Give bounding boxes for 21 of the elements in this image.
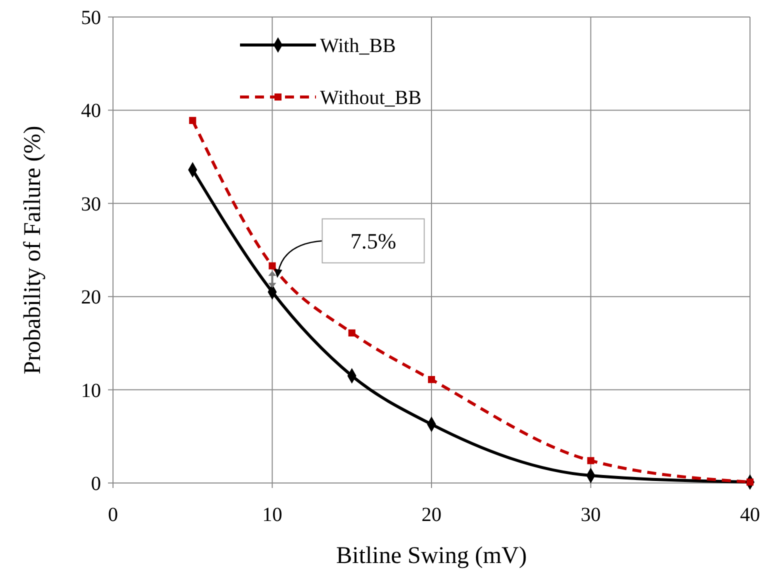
x-tick-label: 30 [580,504,601,526]
y-axis-title: Probability of Failure (%) [20,126,46,374]
x-tick-label: 0 [108,504,118,526]
y-tick-label: 0 [91,473,101,495]
x-axis-title: Bitline Swing (mV) [336,543,527,569]
legend-label: Without_BB [320,87,422,109]
point [348,329,356,336]
point [189,116,196,124]
point [587,457,594,464]
y-tick-label: 30 [81,193,101,216]
y-tick-label: 20 [81,286,101,309]
y-tick-label: 10 [81,380,101,402]
legend-label: With_BB [320,35,396,57]
point [268,262,276,270]
point [428,376,436,384]
annotation: 7.5% [350,228,396,254]
x-tick-label: 10 [262,504,282,526]
x-tick-label: 40 [740,504,760,526]
x-tick-label: 20 [422,504,442,526]
y-tick-label: 40 [81,100,101,122]
y-tick-label: 50 [81,7,101,29]
